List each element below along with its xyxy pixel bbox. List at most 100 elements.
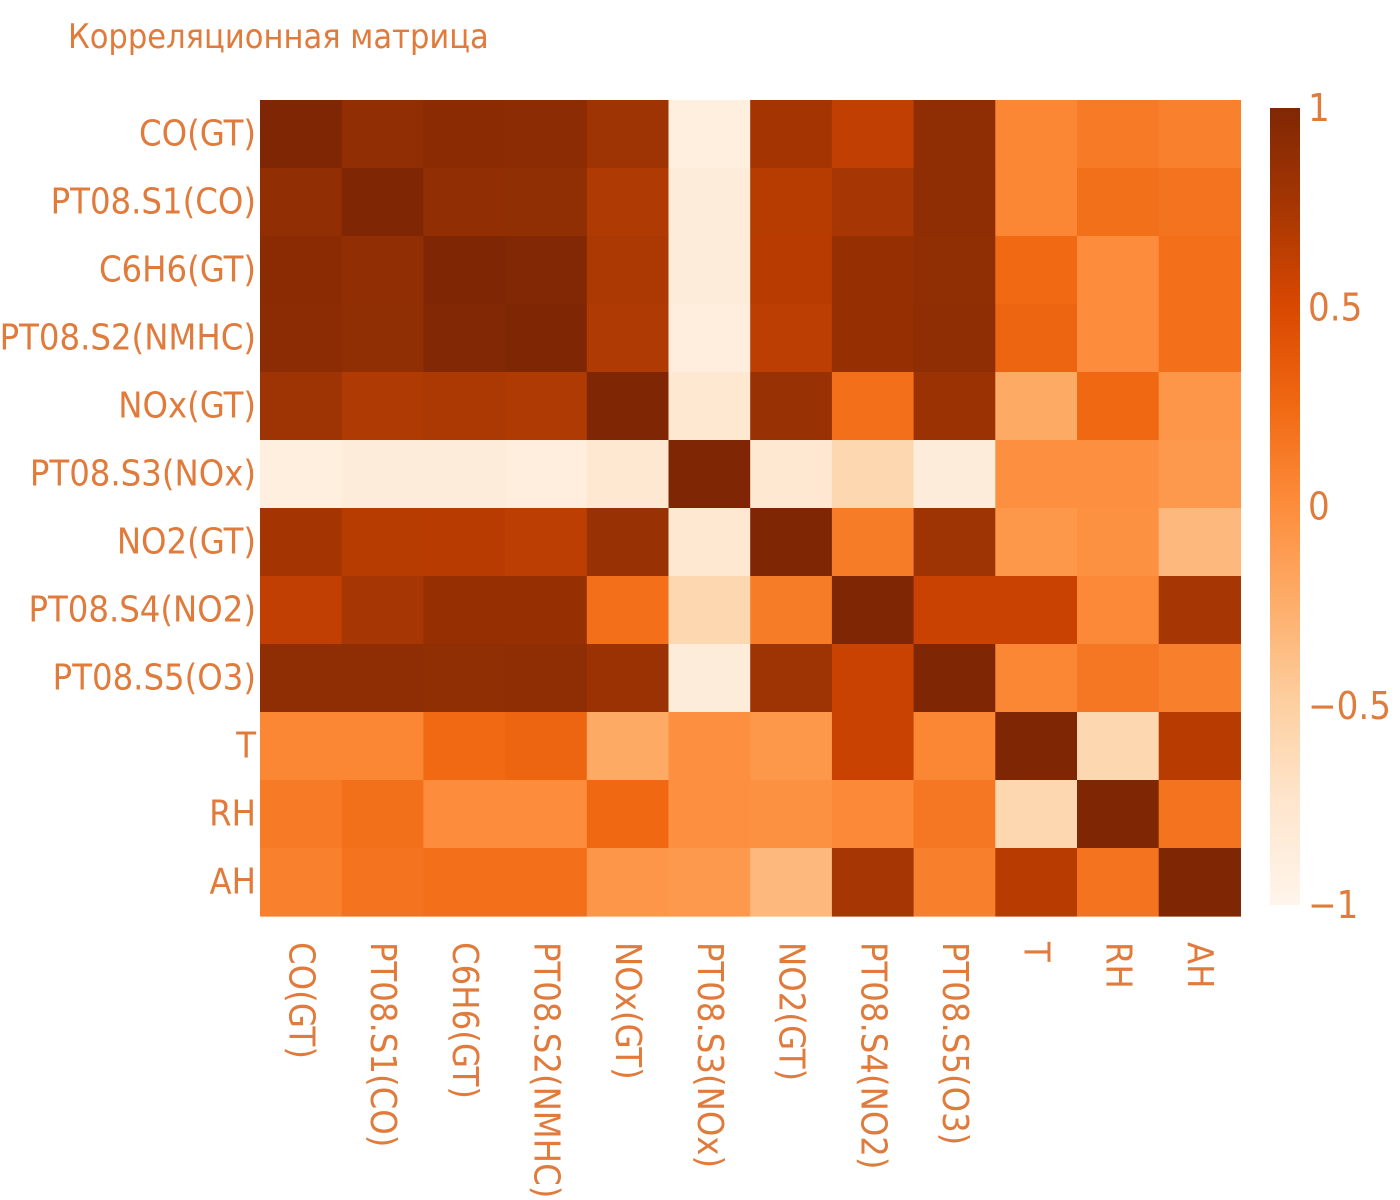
x-tick-label-pt08-s4-no2: PT08.S4(NO2): [852, 942, 893, 1170]
heatmap-cell-pt08-s3-nox-c6h6-gt: [423, 440, 506, 509]
heatmap-cell-pt08-s3-nox-rh: [1077, 440, 1160, 509]
y-tick-label-ah: AH: [209, 862, 256, 903]
heatmap-cell-pt08-s2-nmhc-nox-gt: [586, 304, 670, 373]
heatmap-cell-pt08-s5-o3-pt08-s5-o3: [913, 644, 996, 713]
heatmap-cell-pt08-s3-nox-pt08-s1-co: [341, 440, 424, 509]
heatmap-cell-rh-pt08-s5-o3: [913, 780, 996, 849]
heatmap-cell-no2-gt-nox-gt: [586, 508, 670, 577]
heatmap-cell-nox-gt-pt08-s4-no2: [831, 372, 915, 441]
heatmap-cell-pt08-s4-no2-pt08-s1-co: [341, 576, 424, 645]
x-tick-label-rh: RH: [1097, 942, 1138, 989]
heatmap-cell-rh-pt08-s1-co: [341, 780, 424, 849]
heatmap-cell-c6h6-gt-t: [995, 236, 1078, 305]
heatmap-cell-pt08-s2-nmhc-pt08-s3-nox: [668, 304, 751, 373]
heatmap-cell-rh-pt08-s3-nox: [668, 780, 751, 849]
heatmap-cell-no2-gt-t: [995, 508, 1078, 577]
y-tick-label-t: T: [235, 726, 256, 767]
heatmap-cell-co-gt-c6h6-gt: [423, 100, 506, 169]
heatmap-cell-c6h6-gt-no2-gt: [750, 236, 833, 305]
heatmap-cell-pt08-s2-nmhc-ah: [1158, 304, 1241, 373]
heatmap-cell-t-nox-gt: [586, 712, 670, 781]
heatmap-cell-t-co-gt: [260, 712, 343, 781]
y-tick-label-pt08-s3-nox: PT08.S3(NOx): [30, 454, 256, 495]
heatmap-cell-no2-gt-ah: [1158, 508, 1241, 577]
heatmap-cell-nox-gt-pt08-s1-co: [341, 372, 424, 441]
heatmap-cell-ah-nox-gt: [586, 848, 670, 917]
heatmap-cell-pt08-s1-co-co-gt: [260, 168, 343, 237]
heatmap-cell-ah-pt08-s5-o3: [913, 848, 996, 917]
heatmap-cell-no2-gt-pt08-s2-nmhc: [505, 508, 588, 577]
colorbar-tick-labels: 1 0.5 0 −0.5 −1: [1308, 86, 1391, 927]
heatmap-cell-nox-gt-pt08-s3-nox: [668, 372, 751, 441]
heatmap-cell-t-rh: [1077, 712, 1160, 781]
heatmap-cell-pt08-s2-nmhc-no2-gt: [750, 304, 833, 373]
heatmap-cell-pt08-s5-o3-nox-gt: [586, 644, 670, 713]
heatmap-cell-pt08-s5-o3-pt08-s1-co: [341, 644, 424, 713]
heatmap-cell-nox-gt-t: [995, 372, 1078, 441]
heatmap-cell-pt08-s5-o3-pt08-s4-no2: [831, 644, 915, 713]
x-tick-label-no2-gt: NO2(GT): [771, 942, 812, 1081]
y-axis-tick-labels: CO(GT) PT08.S1(CO) C6H6(GT) PT08.S2(NMHC) NO…: [0, 114, 256, 903]
heatmap-cell-t-pt08-s1-co: [341, 712, 424, 781]
heatmap-cell-t-pt08-s3-nox: [668, 712, 751, 781]
x-tick-label-pt08-s5-o3: PT08.S5(O3): [934, 942, 975, 1145]
heatmap-cell-t-t: [995, 712, 1078, 781]
heatmap-cell-nox-gt-no2-gt: [750, 372, 833, 441]
heatmap-cell-c6h6-gt-pt08-s2-nmhc: [505, 236, 588, 305]
heatmap-cell-pt08-s4-no2-pt08-s5-o3: [913, 576, 996, 645]
heatmap-cell-pt08-s5-o3-t: [995, 644, 1078, 713]
colorbar: [1270, 108, 1300, 905]
heatmap-cell-nox-gt-rh: [1077, 372, 1160, 441]
heatmap-cell-pt08-s1-co-pt08-s4-no2: [831, 168, 915, 237]
heatmap-cell-nox-gt-ah: [1158, 372, 1241, 441]
heatmap-cell-pt08-s4-no2-pt08-s3-nox: [668, 576, 751, 645]
heatmap-cell-pt08-s1-co-t: [995, 168, 1078, 237]
heatmap-cell-ah-rh: [1077, 848, 1160, 917]
heatmap-cell-pt08-s4-no2-t: [995, 576, 1078, 645]
heatmap-cell-pt08-s1-co-pt08-s3-nox: [668, 168, 751, 237]
x-tick-label-pt08-s3-nox: PT08.S3(NOx): [689, 942, 730, 1168]
heatmap-cell-t-pt08-s2-nmhc: [505, 712, 588, 781]
heatmap-cell-rh-c6h6-gt: [423, 780, 506, 849]
heatmap-cell-pt08-s3-nox-pt08-s4-no2: [831, 440, 915, 509]
heatmap-cell-pt08-s3-nox-t: [995, 440, 1078, 509]
x-tick-label-pt08-s2-nmhc: PT08.S2(NMHC): [525, 942, 566, 1198]
heatmap-cell-no2-gt-pt08-s4-no2: [831, 508, 915, 577]
heatmap-cell-pt08-s2-nmhc-pt08-s1-co: [341, 304, 424, 373]
heatmap-cell-t-pt08-s4-no2: [831, 712, 915, 781]
heatmap-cell-pt08-s5-o3-ah: [1158, 644, 1241, 713]
heatmap-cell-co-gt-pt08-s2-nmhc: [505, 100, 588, 169]
heatmap-cell-pt08-s2-nmhc-pt08-s4-no2: [831, 304, 915, 373]
heatmap-cell-c6h6-gt-c6h6-gt: [423, 236, 506, 305]
heatmap-cell-pt08-s2-nmhc-pt08-s5-o3: [913, 304, 996, 373]
heatmap-cell-c6h6-gt-pt08-s5-o3: [913, 236, 996, 305]
heatmap-cell-pt08-s5-o3-pt08-s3-nox: [668, 644, 751, 713]
heatmap-cell-t-pt08-s5-o3: [913, 712, 996, 781]
heatmap-cell-pt08-s3-nox-pt08-s5-o3: [913, 440, 996, 509]
heatmap-cell-co-gt-pt08-s5-o3: [913, 100, 996, 169]
heatmap-cell-pt08-s3-nox-ah: [1158, 440, 1241, 509]
heatmap-cell-co-gt-no2-gt: [750, 100, 833, 169]
heatmap-cell-c6h6-gt-rh: [1077, 236, 1160, 305]
heatmap-cell-pt08-s2-nmhc-co-gt: [260, 304, 343, 373]
heatmap-cell-ah-pt08-s2-nmhc: [505, 848, 588, 917]
colorbar-tick-label: 0.5: [1308, 285, 1362, 329]
heatmap-cell-pt08-s1-co-pt08-s5-o3: [913, 168, 996, 237]
heatmap-cell-pt08-s3-nox-co-gt: [260, 440, 343, 509]
heatmap-cell-c6h6-gt-ah: [1158, 236, 1241, 305]
heatmap-cell-c6h6-gt-pt08-s4-no2: [831, 236, 915, 305]
heatmap-cell-pt08-s3-nox-no2-gt: [750, 440, 833, 509]
heatmap-cell-pt08-s1-co-no2-gt: [750, 168, 833, 237]
heatmap-cell-co-gt-rh: [1077, 100, 1160, 169]
heatmap-cell-pt08-s4-no2-nox-gt: [586, 576, 670, 645]
heatmap-cell-rh-pt08-s4-no2: [831, 780, 915, 849]
y-tick-label-no2-gt: NO2(GT): [117, 522, 256, 563]
heatmap-cell-pt08-s4-no2-pt08-s4-no2: [831, 576, 915, 645]
colorbar-tick-label: −1: [1308, 883, 1358, 927]
y-tick-label-rh: RH: [209, 794, 256, 835]
heatmap-cell-pt08-s4-no2-co-gt: [260, 576, 343, 645]
y-tick-label-co-gt: CO(GT): [139, 114, 256, 155]
heatmap-cell-pt08-s1-co-rh: [1077, 168, 1160, 237]
heatmap-cell-ah-no2-gt: [750, 848, 833, 917]
heatmap-cell-c6h6-gt-co-gt: [260, 236, 343, 305]
